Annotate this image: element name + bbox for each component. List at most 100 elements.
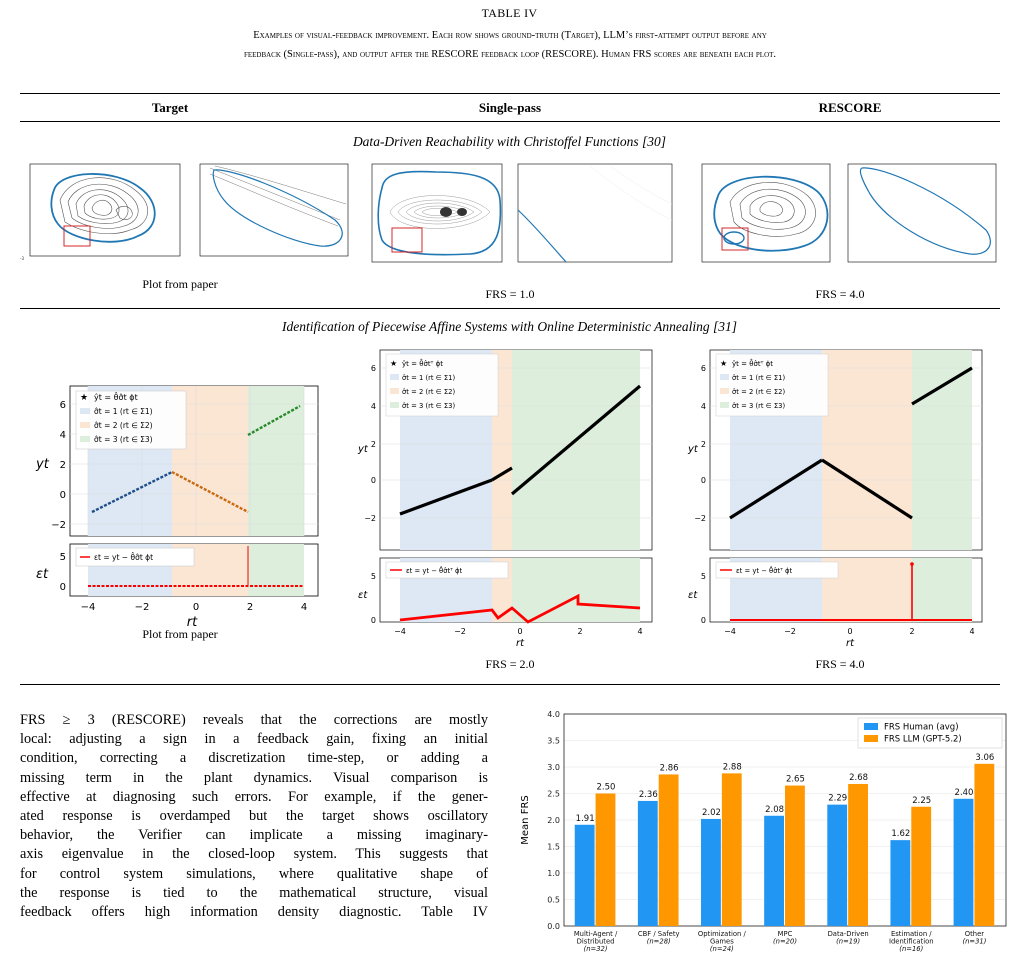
svg-text:−2: −2 [784,627,796,636]
row1-rescore-score: FRS = 4.0 [815,287,865,301]
reach-target-plot: -3 [20,163,349,261]
y-tick-label: 1.0 [547,869,560,878]
paragraph-line: FRS ≥ 3 (RESCORE) reveals that the corre… [20,712,488,728]
bar [974,763,995,926]
bar-value-label: 2.29 [828,794,847,804]
svg-text:0: 0 [517,627,522,636]
bar-value-label: 2.65 [786,775,805,785]
bar [848,783,868,926]
pwa-rescore-legend-region3: σ̂t = 3 (rt ∈ Σ3) [732,402,785,410]
legend-entry: FRS Human (avg) [884,723,959,733]
svg-text:2: 2 [371,440,376,449]
row2-target-caption: Plot from paper [142,627,218,641]
paragraph-line: feedback offers high information density… [20,904,488,921]
column-header-rescore: RESCORE [818,100,882,115]
x-category-label: Optimization / [698,930,747,938]
svg-text:0: 0 [371,616,376,625]
row1-single-pass-score: FRS = 1.0 [485,287,535,301]
x-category-label: Multi-Agent / [574,930,618,938]
svg-text:4: 4 [60,430,66,441]
legend-entry: FRS LLM (GPT-5.2) [884,735,962,745]
svg-text:0: 0 [60,490,66,501]
svg-text:5: 5 [60,552,66,563]
body-paragraph: FRS ≥ 3 (RESCORE) reveals that the corre… [20,711,488,922]
svg-text:★: ★ [390,359,397,368]
row2-rescore-score: FRS = 4.0 [815,657,865,671]
y-tick-label: 4.0 [547,710,560,719]
svg-text:★: ★ [720,359,727,368]
svg-text:−4: −4 [81,602,96,613]
x-category-label: (n=16) [899,945,923,953]
pwa-rescore-legend-region2: σ̂t = 2 (rt ∈ Σ2) [732,388,785,396]
pwa-single-pass-plot: ★ ŷt = θ̂σ̂tᵀ ϕt σ̂t = 1 (rt ∈ Σ1) σ̂t = … [357,349,653,649]
x-category-label: (n=32) [584,945,608,953]
pwa-target-legend-region2: σ̂t = 2 (rt ∈ Σ2) [94,421,153,430]
paragraph-line: ated response is overdamped but the targ… [20,808,488,825]
pwa-target-xlabel: rt [187,615,198,630]
y-tick-label: 0.0 [547,922,560,931]
paragraph-line: axis eigenvalue in the closed-loop syste… [20,846,488,863]
y-tick-label: 3.5 [547,737,560,746]
y-tick-label: 3.0 [547,763,560,772]
svg-text:5: 5 [371,572,376,581]
table-caption-line-2: feedback (Single-pass), and output after… [243,49,777,60]
svg-text:−2: −2 [454,627,466,636]
y-axis-label: Mean FRS [520,795,531,844]
pwa-rescore-ylabel: yt [687,444,699,455]
x-category-label: Estimation / [891,930,932,938]
paragraph-line: condition, correcting a discretization t… [20,750,488,767]
pwa-target-legend-region1: σ̂t = 1 (rt ∈ Σ1) [94,407,153,416]
y-tick-label: 2.0 [547,816,560,825]
bar [827,804,848,926]
reach-single-pass-plot [371,163,673,263]
paragraph-line: effective at diagnosing such errors. For… [20,788,488,805]
legend-box [857,717,1003,749]
svg-text:6: 6 [60,400,66,411]
bar-value-label: 2.50 [597,783,616,793]
row2-single-pass-score: FRS = 2.0 [485,657,535,671]
column-header-single-pass: Single-pass [478,100,542,115]
pwa-target-error-ylabel: εt [36,567,49,582]
column-header-target: Target [151,100,189,115]
bar-value-label: 2.88 [723,762,742,772]
pwa-rescore-legend-region1: σ̂t = 1 (rt ∈ Σ1) [732,374,785,382]
x-category-label: (n=20) [773,938,797,946]
svg-text:0: 0 [60,582,66,593]
row2-title: Identification of Piecewise Affine Syste… [281,319,738,334]
paragraph-line: for control system simulations, where qu… [20,865,488,882]
svg-text:2: 2 [247,602,253,613]
pwa-single-ylabel: yt [357,444,369,455]
svg-text:0: 0 [701,476,706,485]
x-category-label: Identification [889,938,934,946]
pwa-rescore-legend-estimate: ŷt = θ̂σ̂tᵀ ϕt [732,359,773,368]
svg-text:6: 6 [371,364,376,373]
svg-text:0: 0 [371,476,376,485]
svg-text:-3: -3 [20,256,24,261]
row1-target-caption: Plot from paper [142,277,218,291]
table-bottom-rule [20,684,1000,685]
x-category-label: MPC [778,930,793,938]
x-category-label: Games [710,938,734,946]
bar [911,806,932,926]
bar-value-label: 3.06 [975,753,994,763]
y-tick-label: 0.5 [547,896,560,905]
svg-text:4: 4 [301,602,307,613]
svg-text:2: 2 [909,627,914,636]
x-category-label: CBF / Safety [638,930,680,938]
svg-text:★: ★ [80,393,88,403]
x-category-label: (n=31) [962,938,986,946]
svg-text:0: 0 [847,627,852,636]
bar [658,774,679,926]
bar-value-label: 2.86 [660,763,679,773]
svg-text:4: 4 [371,402,376,411]
pwa-target-plot: ★ ŷt = θ̂σ̂t ϕt σ̂t = 1 (rt ∈ Σ1) σ̂t = … [35,385,319,630]
bar [595,793,616,926]
bar-value-label: 2.25 [912,796,931,806]
svg-text:2: 2 [577,627,582,636]
svg-text:−2: −2 [694,514,706,523]
bar [574,824,595,926]
pwa-single-legend-region3: σ̂t = 3 (rt ∈ Σ3) [402,402,455,410]
paragraph-line: the response is tied to the mathematical… [20,884,488,901]
pwa-single-legend-region1: σ̂t = 1 (rt ∈ Σ1) [402,374,455,382]
table-top-rule [20,93,1000,94]
